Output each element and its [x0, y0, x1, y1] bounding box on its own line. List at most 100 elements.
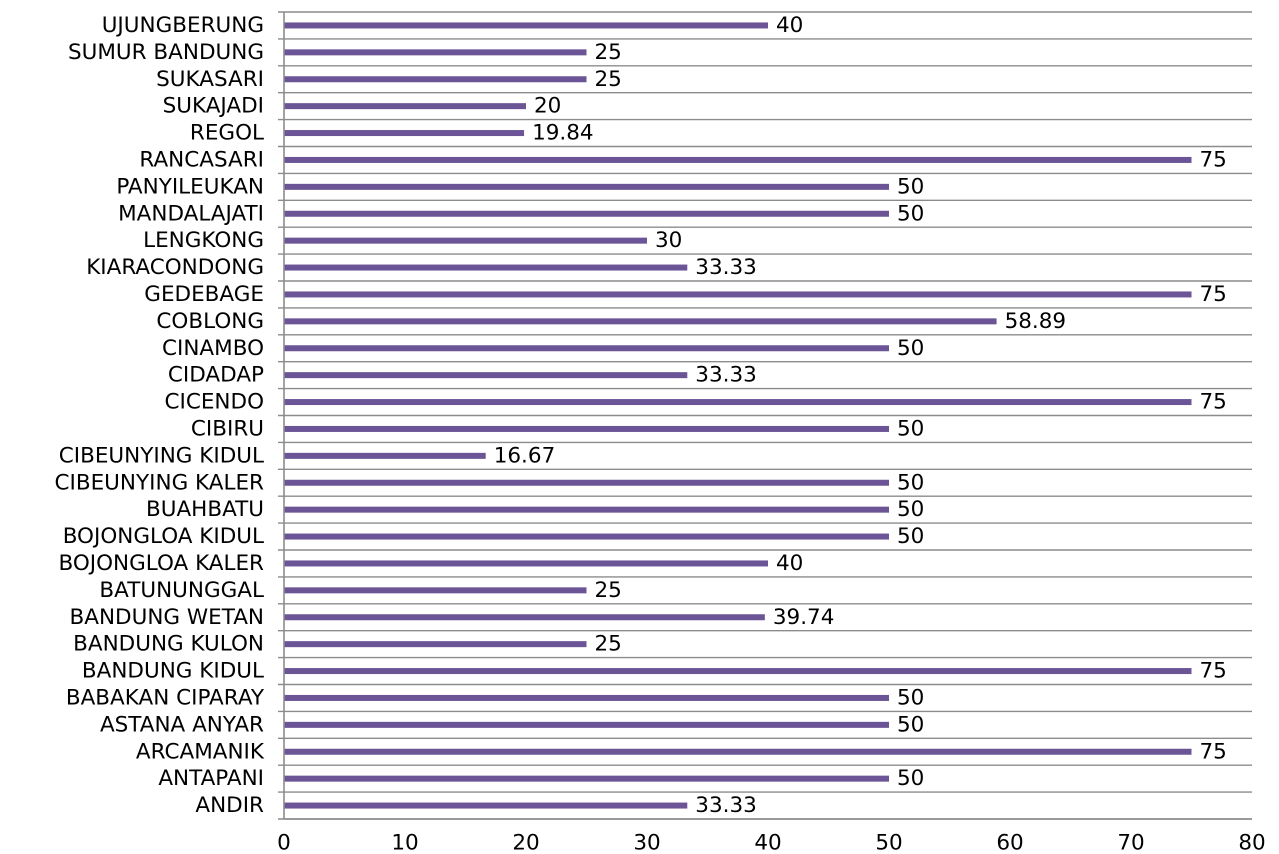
- bar: [284, 318, 997, 325]
- bar: [284, 775, 889, 782]
- bar: [284, 560, 768, 567]
- bar: [284, 721, 889, 728]
- x-tick-label: 40: [754, 831, 781, 854]
- category-label: COBLONG: [156, 309, 264, 334]
- data-label: 75: [1200, 659, 1227, 684]
- x-tick-label: 70: [1117, 831, 1144, 854]
- bar: [284, 802, 688, 809]
- category-label: BANDUNG KIDUL: [82, 659, 264, 684]
- gridlines: [278, 11, 1252, 820]
- data-label: 33.33: [695, 793, 757, 818]
- x-tick-label: 60: [996, 831, 1023, 854]
- bars: [284, 22, 1192, 809]
- data-label: 50: [897, 416, 924, 441]
- data-label: 50: [897, 336, 924, 361]
- category-label: ARCAMANIK: [136, 739, 265, 764]
- bar: [284, 264, 688, 271]
- category-label: BOJONGLOA KALER: [58, 551, 264, 576]
- bar: [284, 399, 1192, 406]
- data-label: 20: [534, 94, 561, 119]
- bar: [284, 372, 688, 379]
- category-label: BUAHBATU: [146, 497, 264, 522]
- category-label: CIDADAP: [168, 363, 264, 388]
- data-label: 30: [655, 228, 682, 253]
- bar: [284, 156, 1192, 163]
- data-label: 33.33: [695, 363, 757, 388]
- data-label: 25: [595, 632, 622, 657]
- bar: [284, 103, 526, 110]
- bar: [284, 130, 525, 137]
- bar: [284, 237, 647, 244]
- category-label: LENGKONG: [143, 228, 264, 253]
- data-label: 75: [1200, 147, 1227, 172]
- x-tick-label: 80: [1238, 831, 1265, 854]
- category-label: MANDALAJATI: [118, 201, 264, 226]
- category-label: BOJONGLOA KIDUL: [63, 524, 264, 549]
- category-label: CICENDO: [164, 390, 264, 415]
- category-label: BANDUNG KULON: [73, 632, 264, 657]
- bar: [284, 641, 587, 648]
- bar: [284, 506, 889, 513]
- category-label: ANDIR: [195, 793, 264, 818]
- data-label: 25: [595, 578, 622, 603]
- bar: [284, 345, 889, 352]
- data-label: 25: [595, 67, 622, 92]
- data-label: 50: [897, 497, 924, 522]
- x-tick-labels: 0 10 20 30 40 50 60 70 80: [277, 831, 1266, 854]
- x-tick-label: 20: [512, 831, 539, 854]
- data-label: 16.67: [494, 443, 556, 468]
- bar: [284, 587, 587, 594]
- bar: [284, 76, 587, 83]
- category-label: ANTAPANI: [158, 766, 264, 791]
- x-tick-label: 10: [391, 831, 418, 854]
- data-label: 19.84: [532, 121, 594, 146]
- category-label: SUKASARI: [156, 67, 264, 92]
- bar: [284, 291, 1192, 298]
- bar: [284, 614, 765, 621]
- category-label: UJUNGBERUNG: [102, 13, 264, 38]
- data-label: 25: [595, 40, 622, 65]
- category-label: CIBEUNYING KIDUL: [59, 443, 264, 468]
- category-label: RANCASARI: [139, 147, 264, 172]
- category-label: PANYILEUKAN: [116, 174, 264, 199]
- bar: [284, 210, 889, 217]
- category-label: CIBEUNYING KALER: [55, 470, 265, 495]
- data-label: 40: [776, 551, 803, 576]
- category-label: REGOL: [190, 121, 264, 146]
- category-label: GEDEBAGE: [144, 282, 264, 307]
- category-label: SUMUR BANDUNG: [68, 40, 264, 65]
- bar: [284, 668, 1192, 675]
- data-label: 75: [1200, 739, 1227, 764]
- data-label: 40: [776, 13, 803, 38]
- bar: [284, 533, 889, 540]
- data-label: 50: [897, 524, 924, 549]
- data-label: 58.89: [1005, 309, 1067, 334]
- category-label: BANDUNG WETAN: [69, 605, 264, 630]
- category-label: CIBIRU: [191, 416, 264, 441]
- bar: [284, 479, 889, 486]
- data-label: 50: [897, 685, 924, 710]
- category-label: CINAMBO: [162, 336, 264, 361]
- data-label: 33.33: [695, 255, 757, 280]
- data-labels: 33.3350755050752539.74254050505016.67507…: [494, 13, 1227, 818]
- axes: [283, 12, 1252, 820]
- data-label: 50: [897, 174, 924, 199]
- data-label: 50: [897, 470, 924, 495]
- data-label: 50: [897, 766, 924, 791]
- x-tick-label: 50: [875, 831, 902, 854]
- category-label: KIARACONDONG: [86, 255, 264, 280]
- x-tick-label: 0: [277, 831, 291, 854]
- bar: [284, 425, 889, 432]
- category-label: BABAKAN CIPARAY: [66, 685, 265, 710]
- category-label: SUKAJADI: [163, 94, 264, 119]
- bar: [284, 22, 768, 29]
- category-label: BATUNUNGGAL: [99, 578, 264, 603]
- data-label: 39.74: [773, 605, 835, 630]
- bar: [284, 49, 587, 56]
- bar: [284, 694, 889, 701]
- data-label: 75: [1200, 282, 1227, 307]
- category-label: ASTANA ANYAR: [100, 712, 264, 737]
- data-label: 50: [897, 201, 924, 226]
